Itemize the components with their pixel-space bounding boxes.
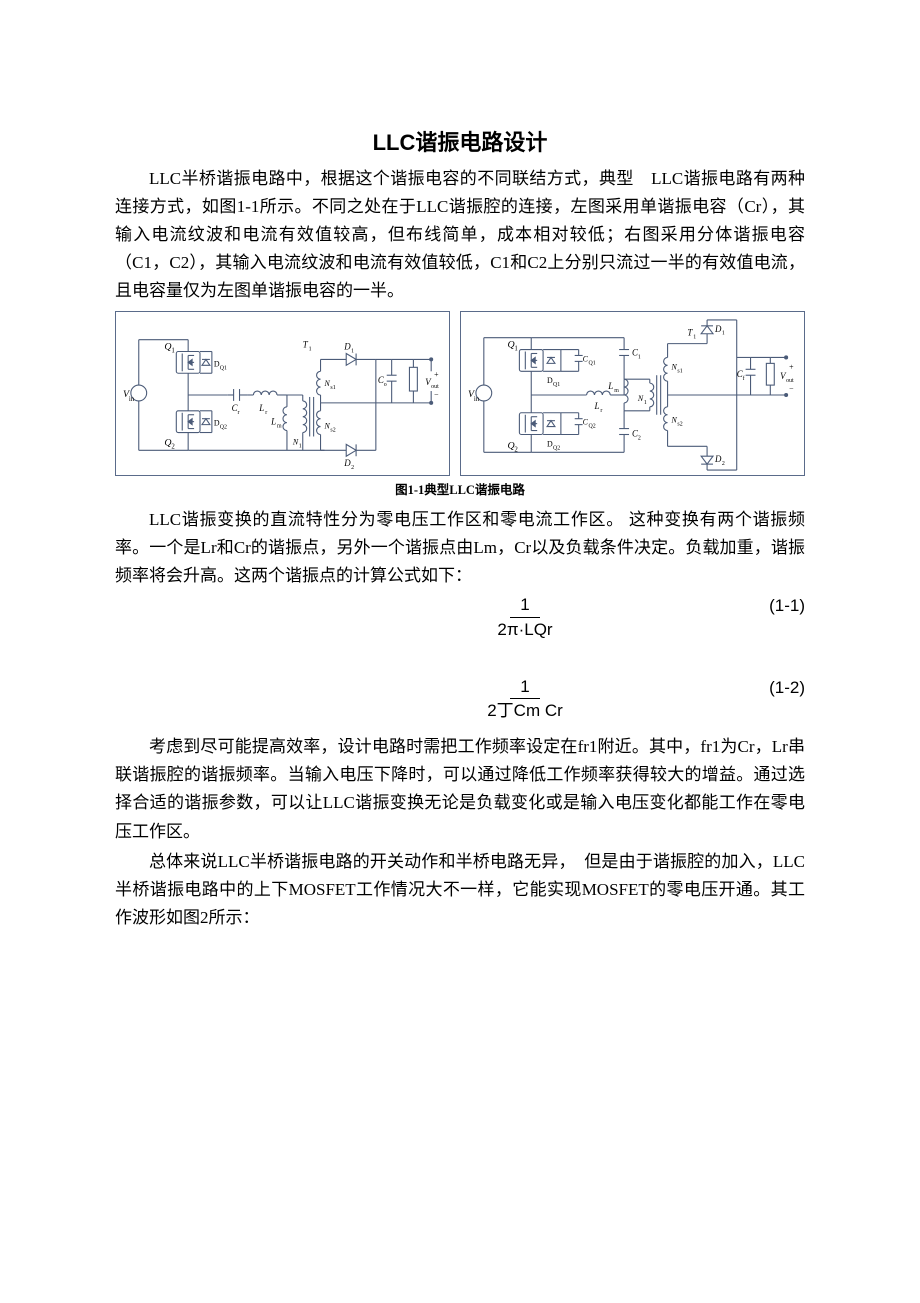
svg-text:Q2: Q2 <box>220 425 227 431</box>
svg-text:L: L <box>270 417 276 427</box>
svg-text:1: 1 <box>722 331 725 337</box>
formula-1-1-numerator: 1 <box>510 594 539 617</box>
svg-text:r: r <box>238 410 240 416</box>
svg-text:s1: s1 <box>330 385 335 391</box>
svg-text:N: N <box>323 422 330 431</box>
svg-text:s2: s2 <box>677 422 682 428</box>
svg-text:m: m <box>614 388 619 394</box>
svg-text:Q2: Q2 <box>553 446 560 452</box>
svg-text:2: 2 <box>722 461 725 467</box>
svg-text:1: 1 <box>309 347 312 353</box>
formula-1-2-numerator: 1 <box>510 676 539 699</box>
svg-text:N: N <box>671 416 678 425</box>
formula-1-2-number: (1-2) <box>769 678 805 698</box>
svg-text:1: 1 <box>171 348 175 355</box>
page-title: LLC谐振电路设计 <box>115 125 805 157</box>
svg-text:1: 1 <box>299 444 302 450</box>
svg-text:2: 2 <box>638 436 641 442</box>
circuit-right: V in Q 1 D Q1 <box>460 311 805 476</box>
formula-1-1-denominator: 2π·LQr <box>497 618 552 640</box>
svg-text:N: N <box>637 394 644 403</box>
svg-text:L: L <box>593 401 599 411</box>
circuit-left: V in Q 1 D Q1 <box>115 311 450 476</box>
svg-text:2: 2 <box>351 465 354 471</box>
formula-1-2-denominator: 2丁Cm Cr <box>487 699 563 721</box>
paragraph-4: 总体来说LLC半桥谐振电路的开关动作和半桥电路无异， 但是由于谐振腔的加入，LL… <box>115 848 805 932</box>
svg-text:D: D <box>714 454 722 464</box>
formula-1-1-number: (1-1) <box>769 596 805 616</box>
svg-text:r: r <box>265 410 267 416</box>
svg-text:N: N <box>292 438 299 447</box>
svg-text:m: m <box>277 424 282 430</box>
svg-text:1: 1 <box>693 335 696 341</box>
svg-text:in: in <box>474 396 480 403</box>
svg-text:r: r <box>600 408 602 414</box>
paragraph-3: 考虑到尽可能提高效率，设计电路时需把工作频率设定在fr1附近。其中，fr1为Cr… <box>115 733 805 845</box>
svg-text:in: in <box>129 396 135 403</box>
svg-text:−: − <box>789 384 794 393</box>
svg-text:f: f <box>743 375 745 382</box>
svg-text:2: 2 <box>514 447 518 454</box>
svg-text:1: 1 <box>638 355 641 361</box>
svg-text:L: L <box>258 403 264 413</box>
paragraph-1: LLC半桥谐振电路中，根据这个谐振电容的不同联结方式，典型 LLC谐振电路有两种… <box>115 165 805 305</box>
svg-text:−: − <box>434 390 439 399</box>
svg-text:D: D <box>343 458 351 468</box>
formula-1-2: 1 2丁Cm Cr (1-2) <box>115 676 805 722</box>
svg-text:L: L <box>607 381 613 391</box>
svg-text:Q2: Q2 <box>589 424 596 430</box>
svg-text:2: 2 <box>171 444 175 451</box>
formula-1-1: 1 2π·LQr (1-1) <box>115 594 805 640</box>
svg-text:Q1: Q1 <box>220 366 227 372</box>
circuit-right-svg: V in Q 1 D Q1 <box>461 312 804 475</box>
svg-text:N: N <box>671 363 678 372</box>
figure-1-1: V in Q 1 D Q1 <box>115 311 805 476</box>
svg-text:D: D <box>343 342 351 352</box>
svg-text:D: D <box>714 324 722 334</box>
svg-text:+: + <box>789 363 794 372</box>
svg-text:1: 1 <box>351 349 354 355</box>
figure-1-1-caption: 图1-1典型LLC谐振电路 <box>115 479 805 498</box>
svg-text:o: o <box>384 382 387 388</box>
svg-text:Q1: Q1 <box>553 382 560 388</box>
circuit-left-svg: V in Q 1 D Q1 <box>116 312 449 475</box>
paragraph-2: LLC谐振变换的直流特性分为零电压工作区和零电流工作区。 这种变换有两个谐振频率… <box>115 506 805 590</box>
svg-text:N: N <box>323 379 330 388</box>
svg-text:s1: s1 <box>677 368 682 374</box>
svg-text:1: 1 <box>514 346 518 353</box>
svg-text:s2: s2 <box>330 428 335 434</box>
svg-text:+: + <box>434 370 439 379</box>
svg-text:1: 1 <box>644 400 647 406</box>
svg-text:Q1: Q1 <box>589 361 596 367</box>
